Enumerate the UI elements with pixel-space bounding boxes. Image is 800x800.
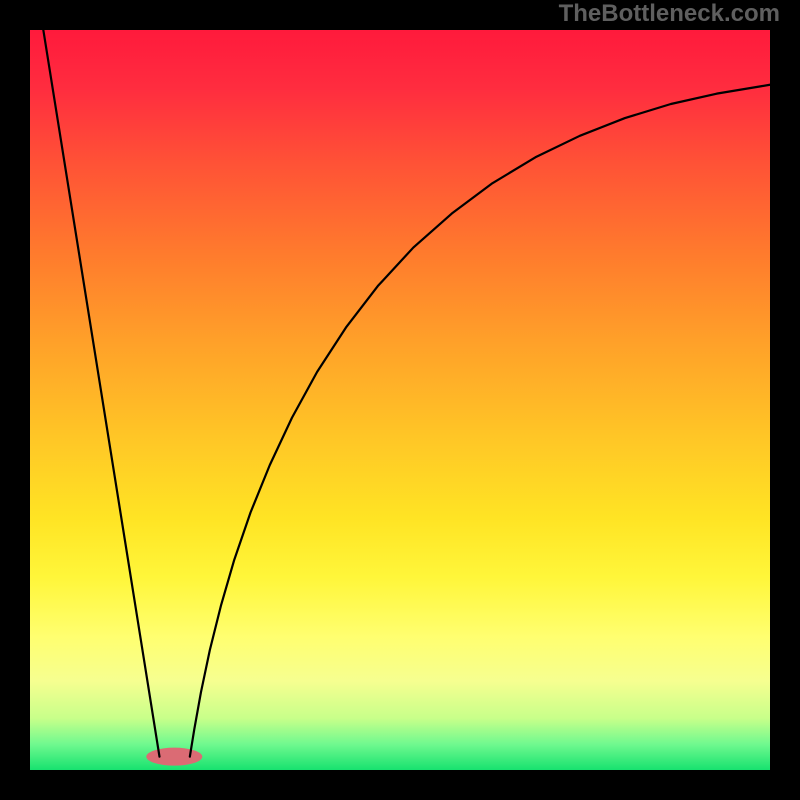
plot-area (30, 30, 770, 770)
chart-svg (30, 30, 770, 770)
bottleneck-marker (146, 748, 202, 766)
gradient-background (30, 30, 770, 770)
watermark-text: TheBottleneck.com (559, 0, 780, 28)
chart-root: TheBottleneck.com (0, 0, 800, 800)
